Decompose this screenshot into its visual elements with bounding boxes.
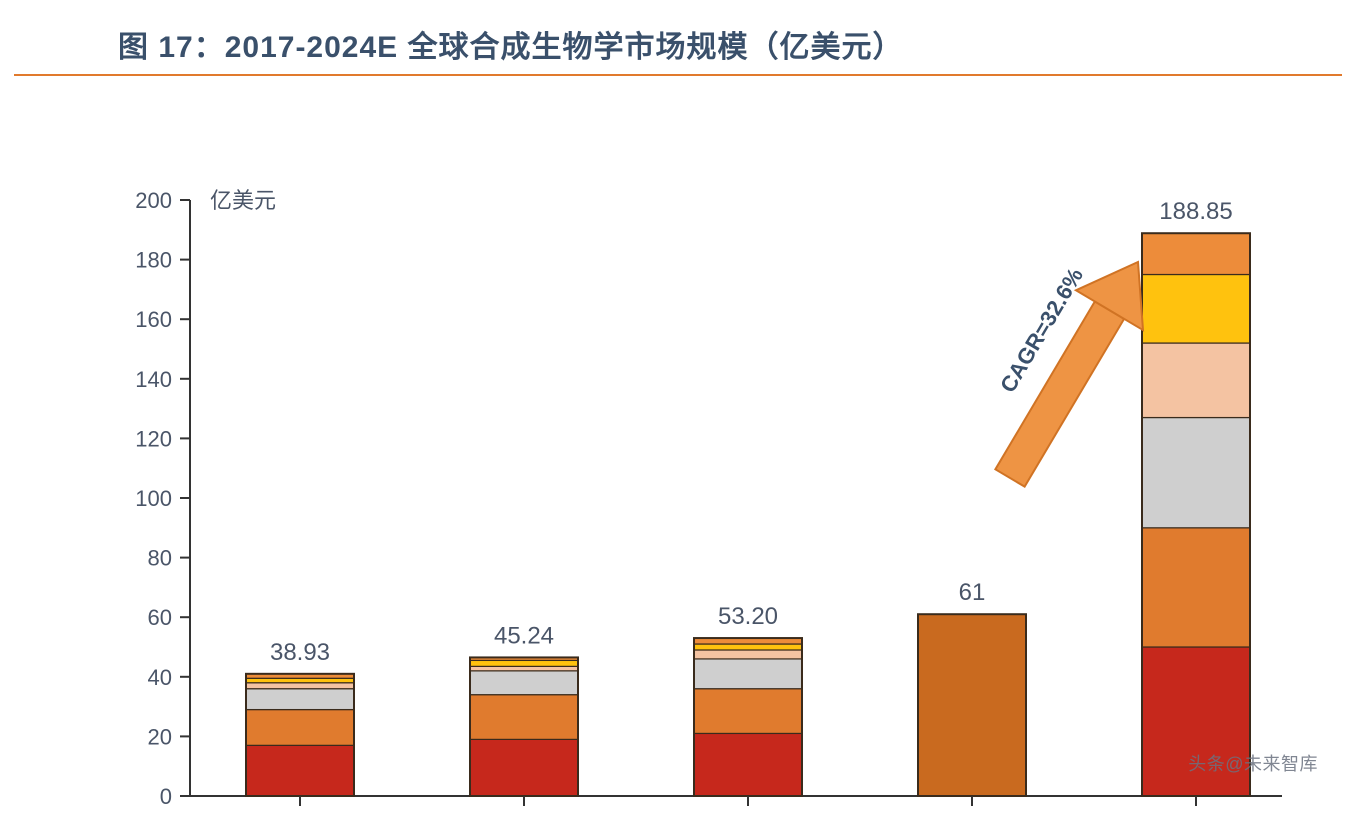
bar-total-label: 188.85 [1159, 198, 1232, 225]
bar-segment [246, 710, 354, 746]
bar-segment [1142, 528, 1250, 647]
bar-segment [694, 650, 802, 659]
bar-segment [1142, 275, 1250, 344]
bar-segment [918, 614, 1026, 796]
y-tick-label: 200 [135, 188, 172, 213]
y-tick-label: 0 [160, 784, 172, 806]
bar-total-label: 38.93 [270, 639, 330, 666]
bar-segment [246, 678, 354, 682]
bar-segment [246, 689, 354, 710]
bar-segment [470, 660, 578, 666]
bar-segment [246, 745, 354, 796]
y-tick-label: 160 [135, 307, 172, 332]
y-tick-label: 140 [135, 367, 172, 392]
watermark: 头条@未来智库 [1188, 750, 1318, 776]
bar-segment [694, 659, 802, 689]
bar-total-label: 61 [959, 579, 986, 606]
y-tick-label: 80 [148, 546, 172, 571]
bar-segment [694, 644, 802, 650]
bar-segment [1142, 418, 1250, 528]
bar-total-label: 53.20 [718, 603, 778, 630]
y-tick-label: 60 [148, 605, 172, 630]
y-tick-label: 100 [135, 486, 172, 511]
bar-segment [470, 666, 578, 670]
bar-segment [1142, 343, 1250, 418]
bar-segment [694, 689, 802, 734]
unit-label: 亿美元 [210, 188, 276, 213]
bar-segment [1142, 233, 1250, 274]
bar-segment [694, 733, 802, 796]
y-tick-label: 20 [148, 724, 172, 749]
y-tick-label: 180 [135, 248, 172, 273]
stacked-bar-chart: 020406080100120140160180200亿美元38.9320174… [0, 76, 1356, 806]
y-tick-label: 120 [135, 426, 172, 451]
chart-title: 图 17：2017-2024E 全球合成生物学市场规模（亿美元） [118, 31, 904, 64]
bar-segment [246, 683, 354, 689]
bar-total-label: 45.24 [494, 622, 554, 649]
bar-segment [470, 695, 578, 740]
bar-segment [470, 671, 578, 695]
y-tick-label: 40 [148, 665, 172, 690]
bar-segment [470, 739, 578, 796]
